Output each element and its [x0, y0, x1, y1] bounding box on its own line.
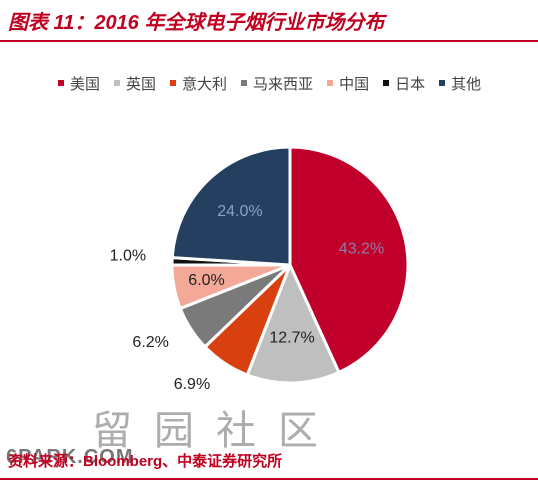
source-note: 资料来源：Bloomberg、中泰证券研究所	[8, 453, 283, 470]
legend-item: 英国	[114, 73, 156, 94]
legend-swatch	[58, 80, 64, 86]
legend-label: 意大利	[182, 75, 228, 93]
slice-label: 1.0%	[110, 248, 146, 265]
legend-item: 美国	[58, 73, 100, 94]
legend-swatch	[327, 80, 334, 86]
legend-item: 意大利	[170, 73, 227, 94]
watermark-site: 6PARK.COM	[6, 446, 134, 468]
legend-label: 其他	[451, 75, 482, 93]
legend-label: 马来西亚	[253, 75, 314, 93]
legend-label: 中国	[339, 75, 370, 93]
chart-legend: 美国 英国 意大利 马来西亚 中国 日本 其他	[58, 72, 528, 94]
slice-label: 43.2%	[339, 241, 384, 258]
legend-swatch	[114, 80, 121, 86]
slice-label: 6.2%	[132, 334, 168, 351]
legend-item: 其他	[439, 73, 481, 94]
legend-swatch	[170, 80, 177, 86]
legend-swatch	[439, 80, 446, 86]
pie-slice	[288, 145, 410, 375]
bottom-divider	[0, 478, 538, 480]
legend-item: 中国	[327, 73, 369, 94]
legend-label: 日本	[395, 75, 426, 93]
pie-slice	[170, 145, 292, 267]
legend-label: 美国	[70, 75, 101, 93]
slice-label: 24.0%	[217, 203, 262, 220]
legend-swatch	[241, 80, 248, 86]
legend-label: 英国	[126, 75, 157, 93]
slice-label: 12.7%	[269, 329, 314, 346]
slice-label: 6.0%	[188, 272, 224, 289]
watermark-text: 留园社区	[92, 408, 340, 454]
title-divider	[0, 40, 538, 42]
legend-item: 日本	[383, 73, 425, 94]
legend-item: 马来西亚	[241, 73, 313, 94]
slice-label: 6.9%	[174, 376, 210, 393]
page-title: 图表 11：2016 年全球电子烟行业市场分布	[8, 12, 385, 34]
pie-slice	[245, 261, 341, 385]
legend-swatch	[383, 80, 390, 86]
